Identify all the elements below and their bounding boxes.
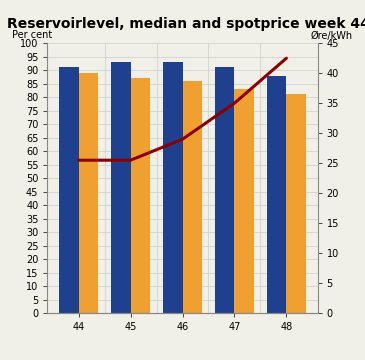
Legend: Reservoirlevel, Median, Spotprice: Reservoirlevel, Median, Spotprice (51, 359, 314, 360)
Bar (163, 62, 182, 313)
Bar (267, 76, 287, 313)
Bar (215, 68, 234, 313)
Bar (131, 78, 150, 313)
Text: Per cent: Per cent (12, 31, 53, 40)
Bar (234, 89, 254, 313)
Text: Øre/kWh: Øre/kWh (311, 31, 353, 40)
Bar (182, 81, 202, 313)
Bar (111, 62, 131, 313)
Bar (59, 68, 78, 313)
Text: Reservoirlevel, median and spotprice week 44-48 2005: Reservoirlevel, median and spotprice wee… (7, 17, 365, 31)
Bar (78, 73, 98, 313)
Bar (287, 94, 306, 313)
